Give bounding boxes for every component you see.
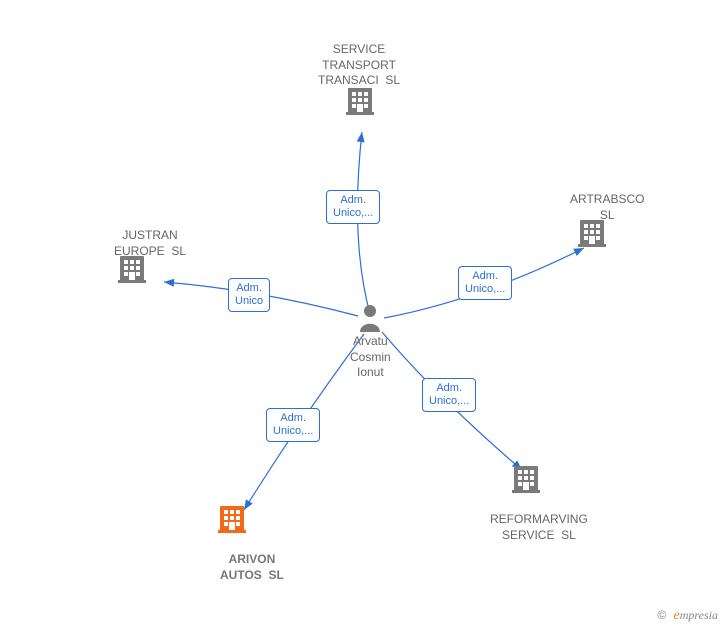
- node-label-service-transport: SERVICE TRANSPORT TRANSACI SL: [318, 42, 400, 89]
- node-label-center: Arvatu Cosmin Ionut: [350, 334, 391, 381]
- building-icon[interactable]: [118, 256, 146, 283]
- edge-label: Adm. Unico,...: [422, 378, 476, 412]
- brand-rest: mpresia: [680, 608, 718, 622]
- building-icon[interactable]: [578, 220, 606, 247]
- building-icon[interactable]: [218, 506, 246, 533]
- edge-label: Adm. Unico,...: [326, 190, 380, 224]
- copyright-symbol: ©: [657, 608, 666, 622]
- edge-label: Adm. Unico: [228, 278, 270, 312]
- node-label-justran: JUSTRAN EUROPE SL: [114, 228, 186, 259]
- person-icon[interactable]: [360, 305, 380, 332]
- edge-label: Adm. Unico,...: [458, 266, 512, 300]
- diagram-canvas: [0, 0, 728, 630]
- edge-label: Adm. Unico,...: [266, 408, 320, 442]
- node-label-reformarving: REFORMARVING SERVICE SL: [490, 512, 588, 543]
- attribution: © empresia: [657, 608, 718, 624]
- building-icon[interactable]: [346, 88, 374, 115]
- node-label-artrabsco: ARTRABSCO SL: [570, 192, 644, 223]
- building-icon[interactable]: [512, 466, 540, 493]
- edge-arrowhead: [164, 278, 175, 287]
- node-label-arivon-autos: ARIVON AUTOS SL: [220, 552, 284, 583]
